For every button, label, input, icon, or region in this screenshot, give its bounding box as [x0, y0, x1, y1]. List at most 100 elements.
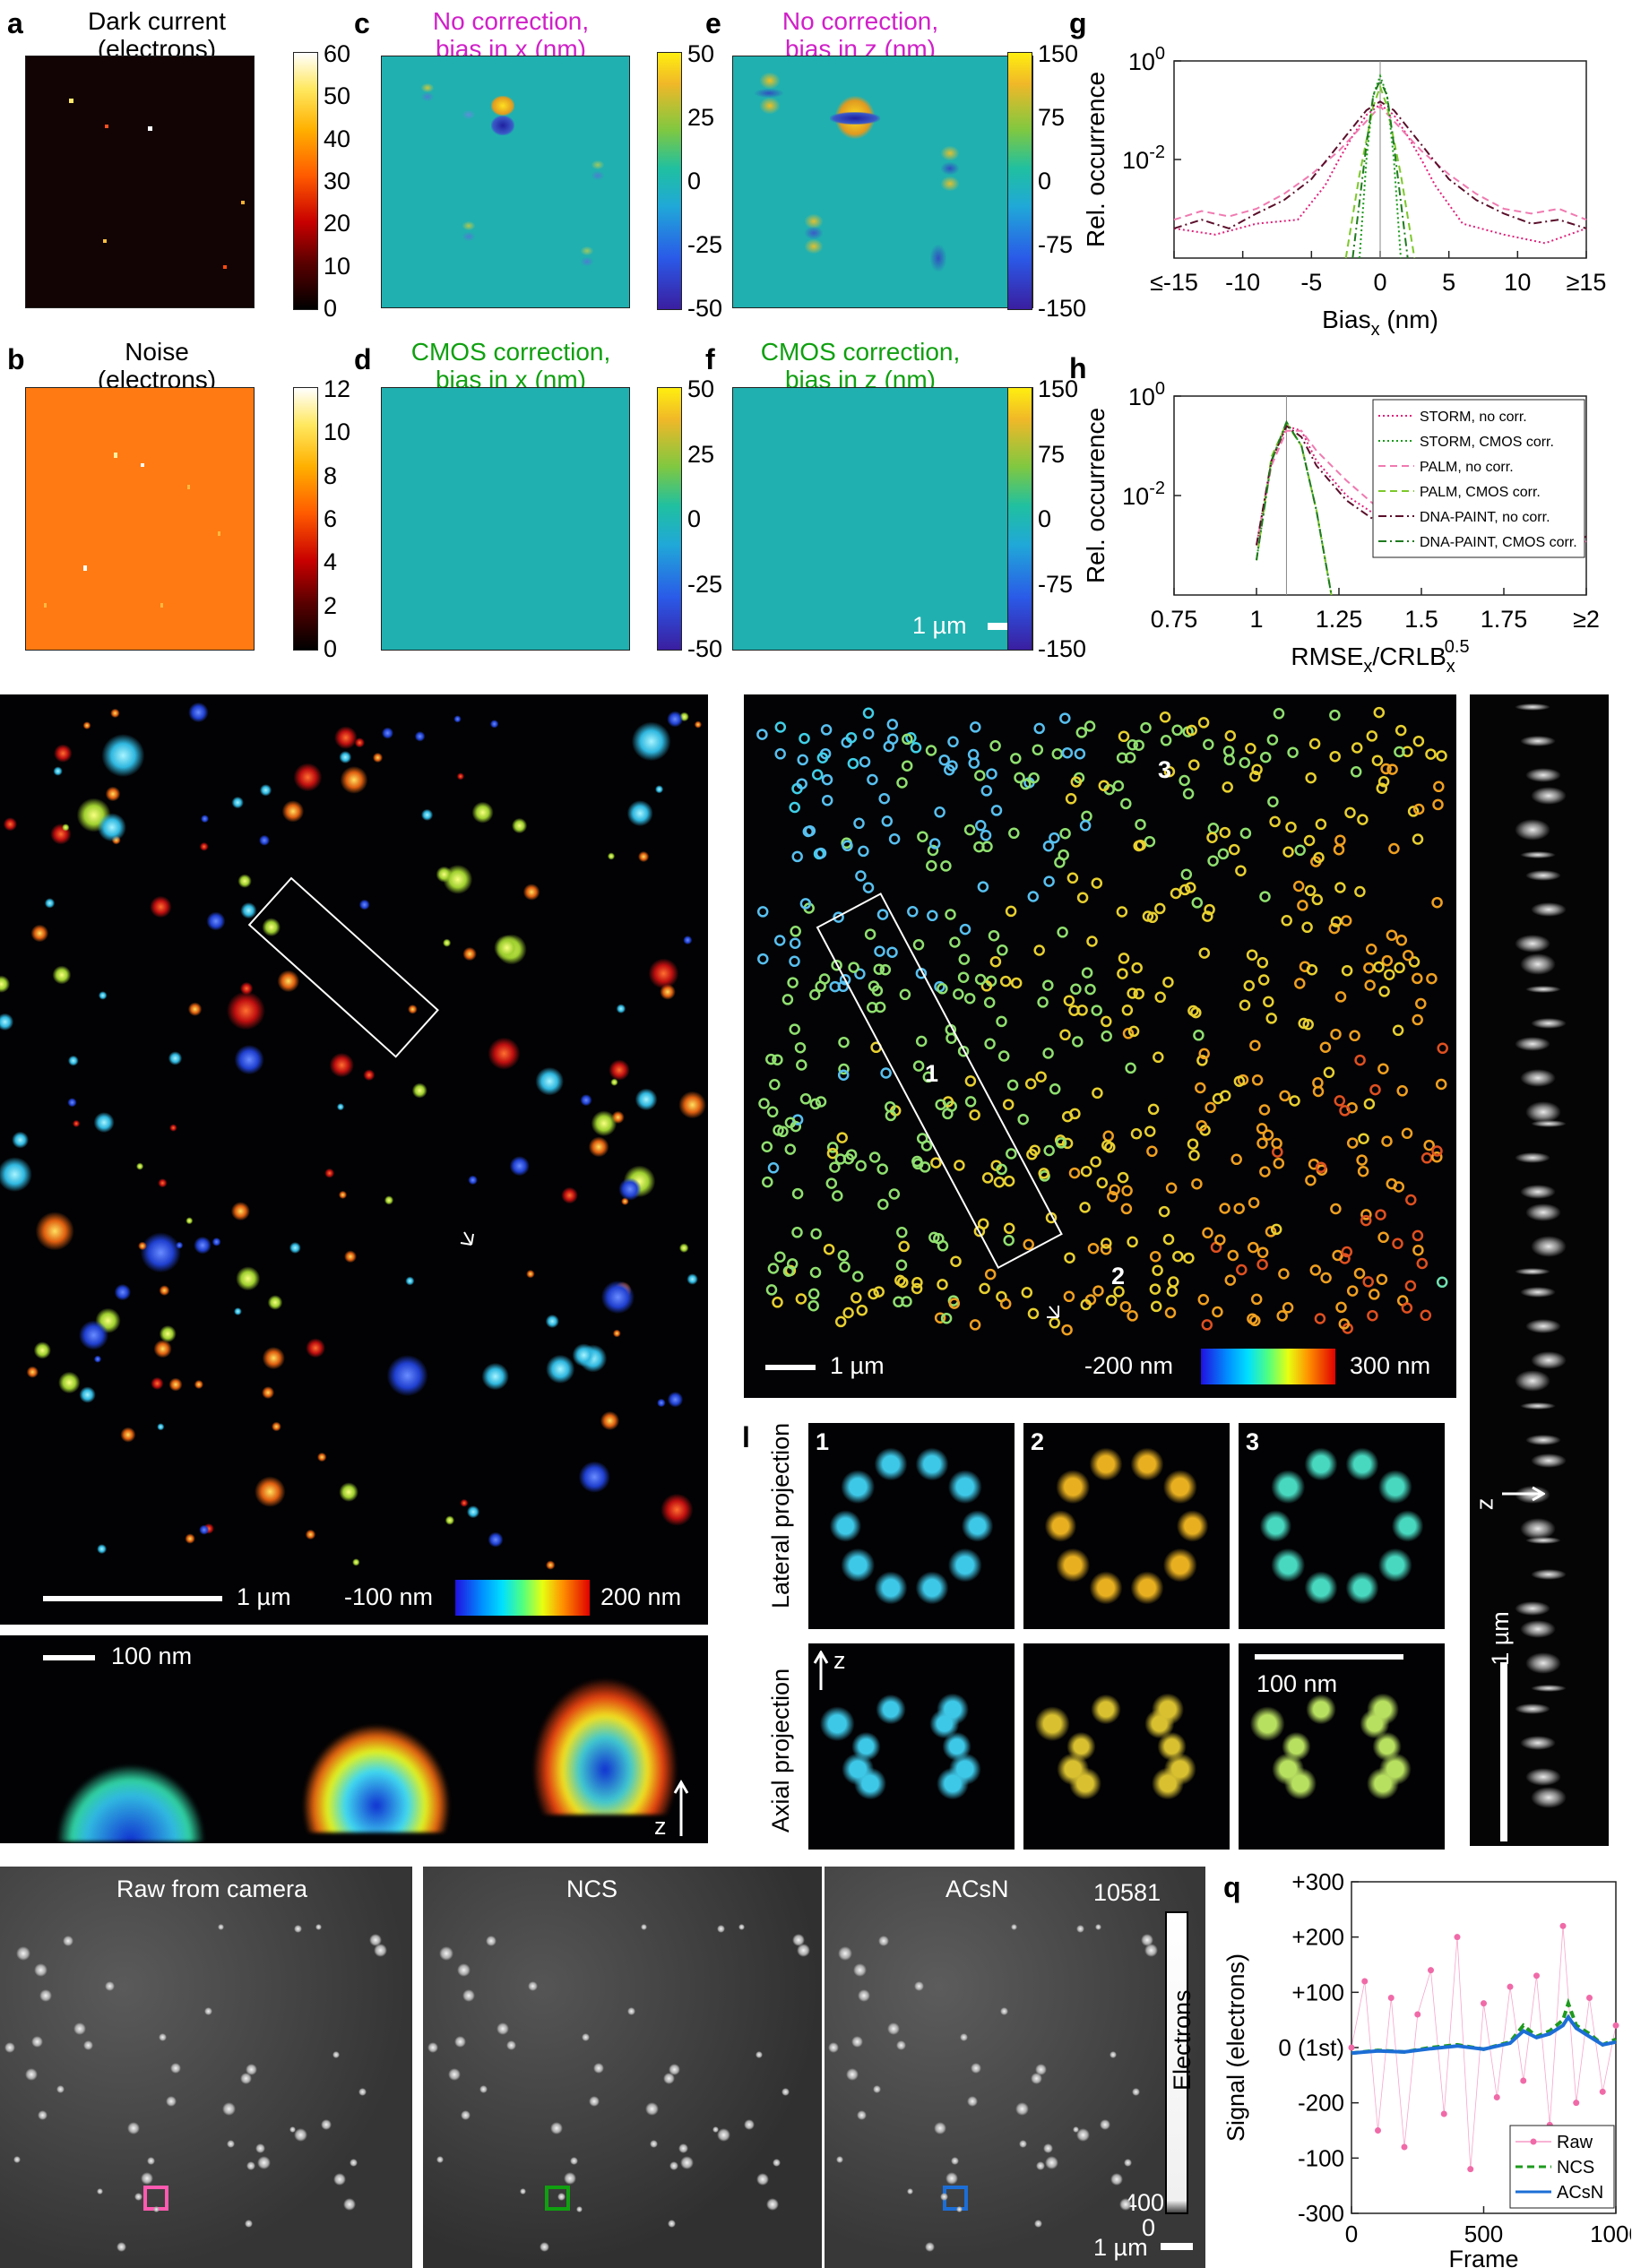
- fluorescent-spot: [773, 2159, 781, 2168]
- fluorescent-spot: [486, 1936, 497, 1946]
- series-point-q-0-18: [1586, 1995, 1593, 2001]
- npc-ring: [1354, 1054, 1366, 1066]
- fluorescent-spot: [766, 2198, 780, 2212]
- npc-ring: [791, 850, 803, 863]
- npc-ring: [1144, 1125, 1156, 1137]
- localization-cluster: [231, 796, 244, 809]
- fluorescent-spot: [245, 2220, 253, 2228]
- npc-ring: [973, 841, 985, 853]
- npc-ring: [1207, 855, 1219, 867]
- localization-cluster: [352, 1558, 360, 1566]
- npc-ring: [756, 729, 768, 740]
- series-point-q-0-2: [1375, 2127, 1381, 2134]
- npc-ring: [1042, 979, 1054, 991]
- npc-ring: [1376, 782, 1388, 794]
- legend-label-h-5: DNA-PAINT, CMOS corr.: [1420, 535, 1577, 550]
- npc-ring: [1315, 1161, 1327, 1173]
- fluorescent-spot: [56, 2085, 65, 2093]
- npc-ring: [1024, 1078, 1037, 1090]
- y-tick-label-q-6: -300: [1298, 2200, 1344, 2227]
- npc-ring: [832, 1190, 843, 1202]
- fluorescent-spot: [1144, 1944, 1158, 1957]
- fluorescent-spot: [593, 2063, 604, 2074]
- npc-ring: [1087, 1242, 1100, 1255]
- npc-ring: [774, 1251, 786, 1263]
- npc-ring: [1354, 885, 1366, 898]
- npc-ring: [1423, 1139, 1435, 1151]
- panel-p-colorbar: [1165, 1911, 1188, 2214]
- localization-cluster: [522, 884, 540, 901]
- npc-ring: [1292, 880, 1305, 893]
- localization-cluster: [262, 1386, 275, 1400]
- fluorescent-spot: [454, 2036, 466, 2048]
- npc-ring: [1239, 827, 1252, 840]
- npc-ring: [1159, 711, 1171, 723]
- npc-ring: [1334, 882, 1346, 893]
- npc-ring: [797, 754, 808, 766]
- npc-ring: [898, 1240, 910, 1253]
- npc-ring: [1057, 927, 1068, 938]
- localization-cluster: [405, 1276, 415, 1286]
- npc-ring: [1170, 887, 1182, 900]
- fluorescent-spot: [934, 2122, 947, 2135]
- npc-ring: [1305, 1174, 1317, 1186]
- x-tick-label-g-1: -10: [1225, 269, 1260, 296]
- npc-ring: [911, 1277, 923, 1289]
- npc-ring: [1061, 1110, 1074, 1123]
- localization-streak: [1525, 768, 1561, 782]
- npc-ring: [773, 935, 786, 946]
- panel-label-a: a: [7, 7, 23, 39]
- localization-cluster: [344, 1250, 357, 1263]
- localization-cluster: [578, 1461, 610, 1493]
- npc-ring: [1426, 972, 1438, 985]
- npc-ring: [1377, 1231, 1389, 1244]
- fluorescent-spot: [627, 2007, 635, 2015]
- fluorescent-spot: [946, 2172, 958, 2185]
- fluorescent-spot: [1095, 1924, 1101, 1930]
- localization-cluster: [79, 1320, 108, 1350]
- npc-ring: [1027, 891, 1040, 902]
- npc-ring: [1101, 1031, 1112, 1042]
- localization-cluster: [607, 852, 616, 860]
- npc-ring: [1021, 1287, 1033, 1298]
- localization-cluster: [317, 1452, 327, 1462]
- colorbar-tick-e-2: 0: [1038, 168, 1052, 194]
- x-tick-label-g-3: 0: [1373, 269, 1386, 296]
- npc-ring: [1251, 763, 1263, 776]
- fluorescent-spot: [589, 2096, 600, 2107]
- npc-ring: [811, 769, 824, 780]
- panel-l-z-label: z: [833, 1647, 846, 1674]
- npc-ring: [1101, 1237, 1112, 1249]
- fluorescent-spot: [1073, 2126, 1079, 2133]
- legend-label-q-2: ACsN: [1557, 2183, 1603, 2203]
- npc-ring: [1006, 1148, 1017, 1160]
- panel-d-colorbar: [657, 387, 682, 651]
- panel-label-c: c: [354, 7, 370, 39]
- localization-streak: [1520, 1287, 1556, 1298]
- localization-streak: [1531, 1787, 1567, 1808]
- localization-cluster: [354, 737, 365, 748]
- lateral-projection-label: Lateral projection: [767, 1422, 794, 1608]
- localization-streak: [1520, 953, 1556, 975]
- fluorescent-spot: [147, 2157, 155, 2165]
- npc-ring: [989, 740, 1001, 752]
- npc-ring: [772, 1297, 783, 1308]
- npc-ring: [774, 721, 787, 733]
- localization-cluster: [445, 1515, 455, 1525]
- npc-ring: [1198, 947, 1211, 959]
- npc-ring: [815, 1096, 827, 1108]
- fluorescent-spot: [570, 2157, 578, 2165]
- npc-ring: [1271, 1137, 1282, 1150]
- localization-streak: [1531, 1685, 1567, 1692]
- localization-cluster: [546, 1354, 575, 1384]
- panel-j-scalebar: [43, 1655, 95, 1660]
- npc-ring: [1214, 1234, 1226, 1246]
- bias-x-no-correction-map: [381, 56, 630, 308]
- npc-ring: [1140, 721, 1152, 734]
- localization-cluster: [512, 817, 528, 834]
- localization-streak: [1520, 1069, 1556, 1087]
- y-axis-label-g: Rel. occurrence: [1082, 72, 1110, 247]
- fluorescent-spot: [246, 2064, 258, 2076]
- npc-ring: [1165, 1182, 1178, 1194]
